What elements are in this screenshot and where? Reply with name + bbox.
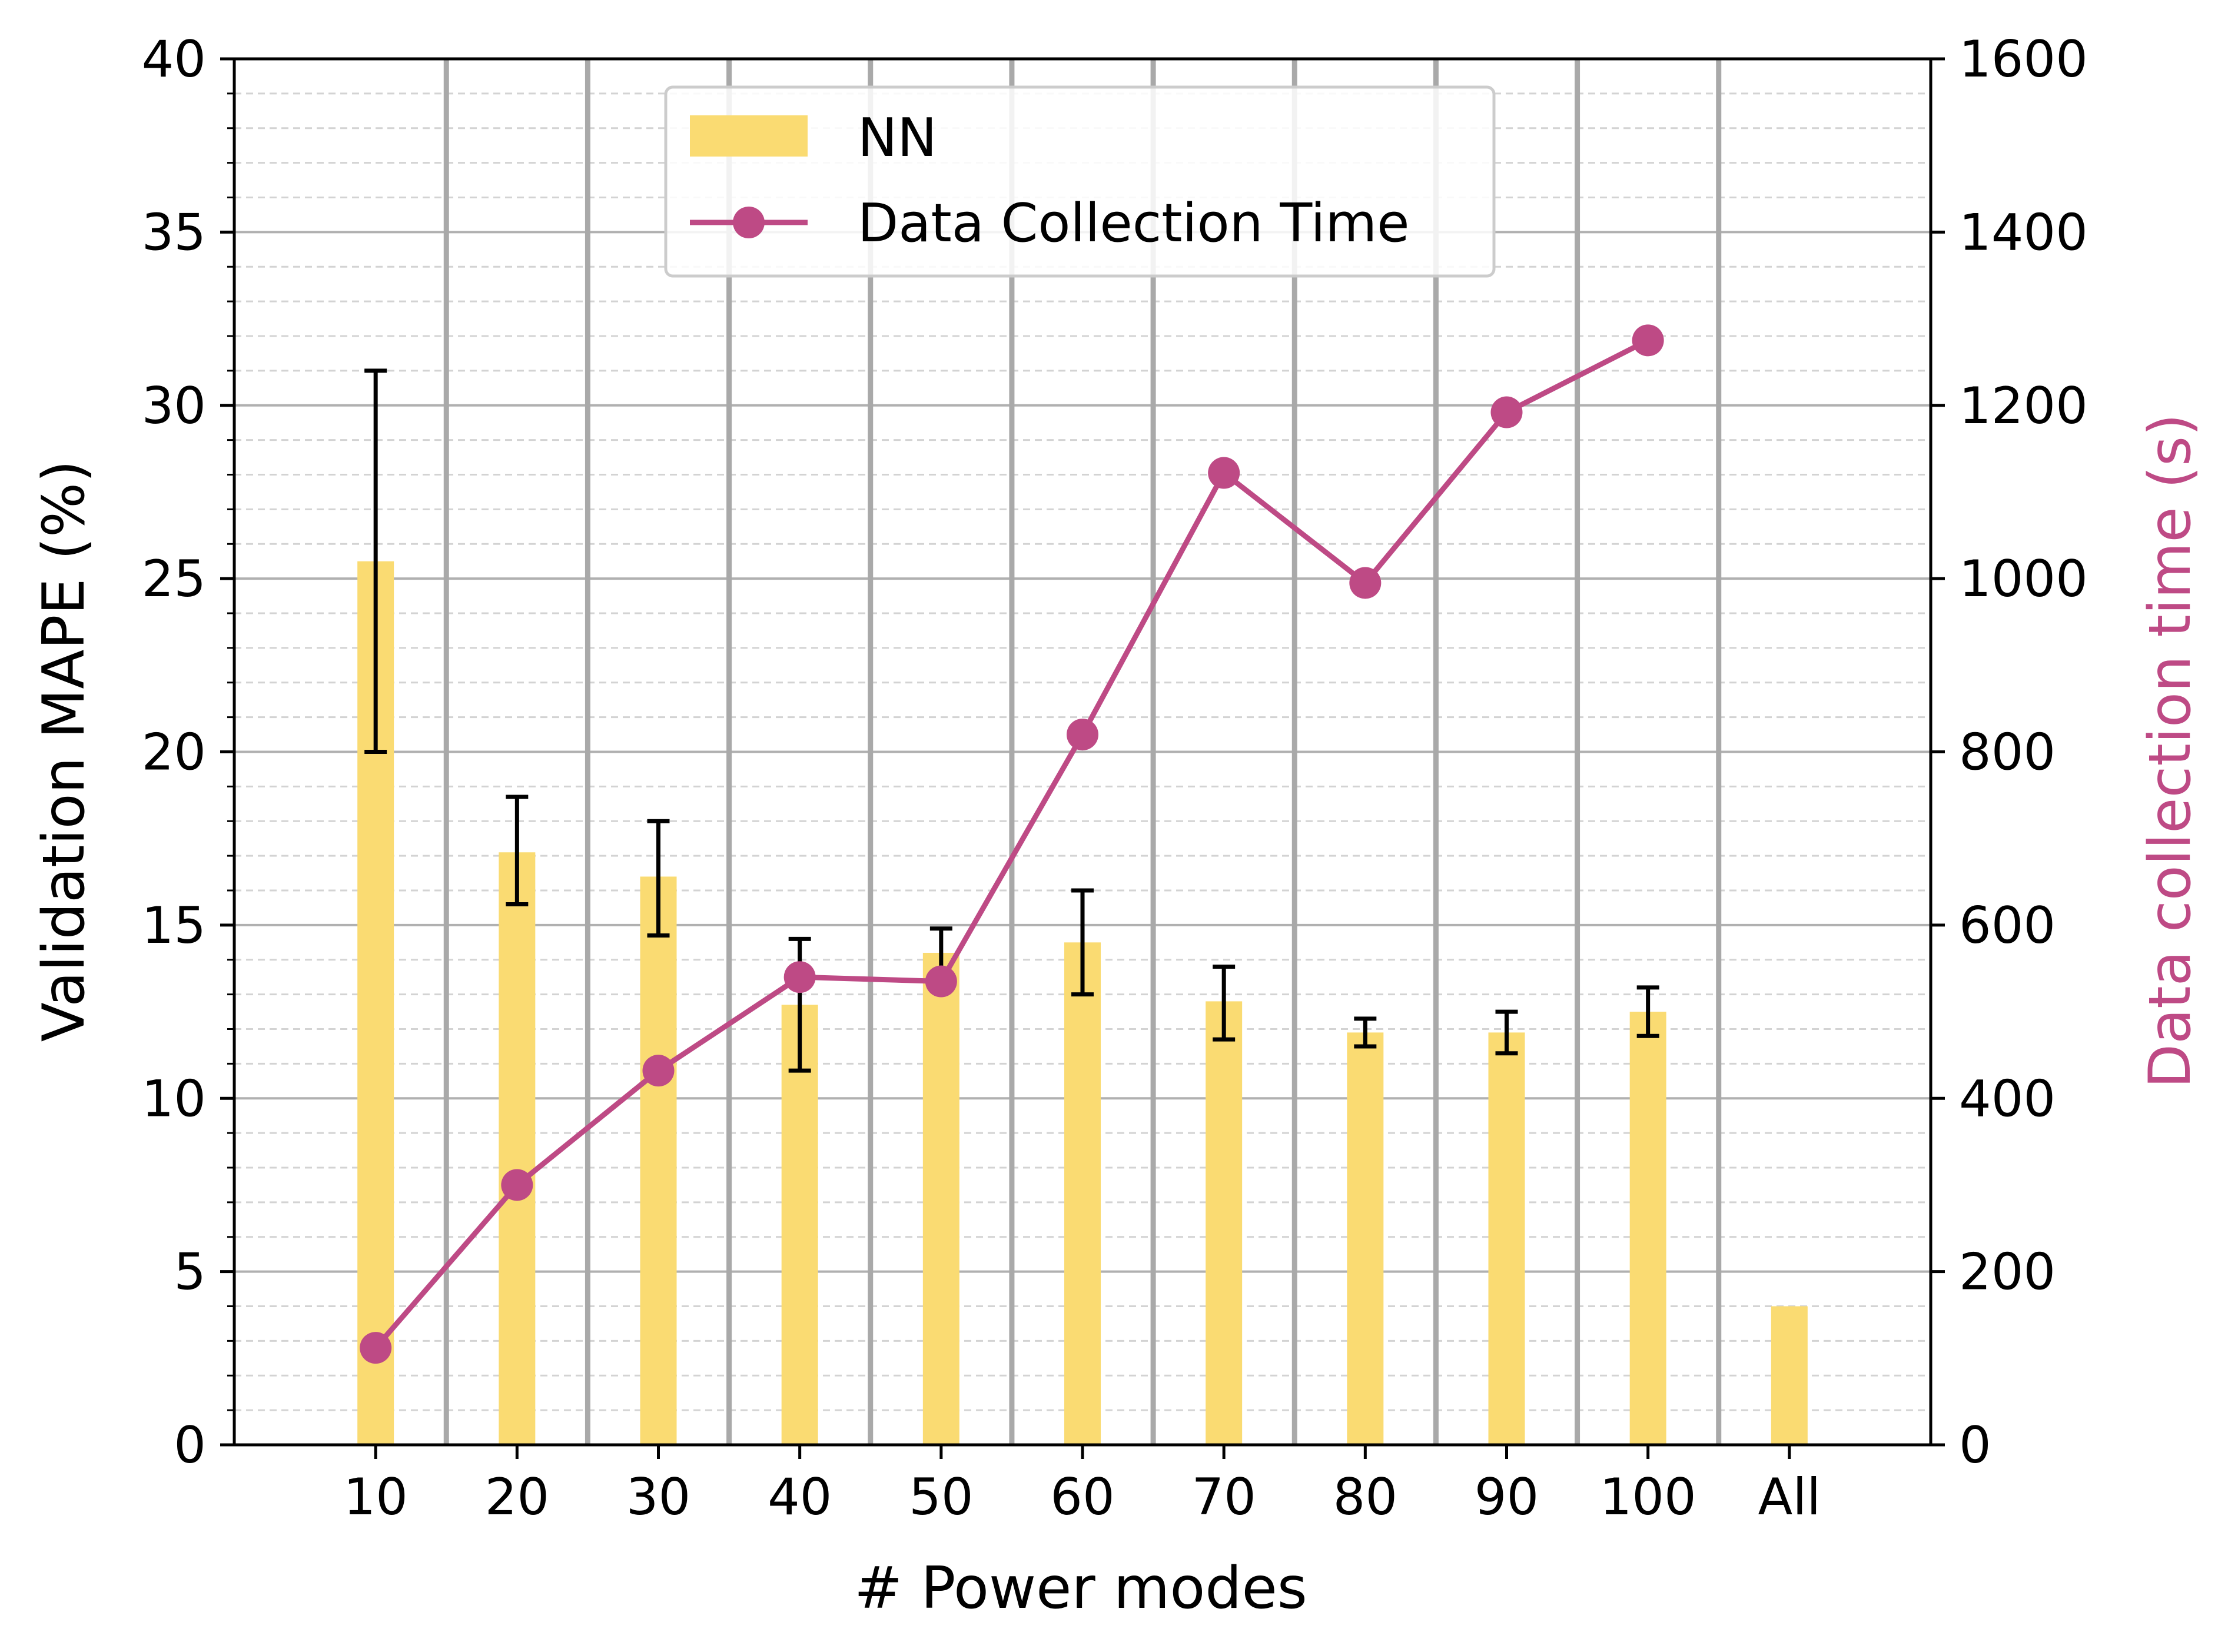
right-tick-label: 200 <box>1959 1243 2056 1302</box>
legend-label-data-collection-time: Data Collection Time <box>858 192 1410 254</box>
nn-error-bars <box>364 368 1659 1073</box>
left-tick-label: 5 <box>174 1243 206 1302</box>
bar-30 <box>640 876 677 1445</box>
x-tick-label: 10 <box>343 1468 407 1527</box>
left-tick-label: 30 <box>142 377 206 436</box>
x-tick-label: All <box>1758 1468 1821 1527</box>
x-tick-label: 20 <box>485 1468 549 1527</box>
left-tick-label: 10 <box>142 1069 206 1128</box>
line-point-90 <box>1490 396 1523 428</box>
right-tick-label: 1600 <box>1959 30 2088 89</box>
line-point-20 <box>501 1169 533 1201</box>
data-collection-time-line <box>360 324 1664 1364</box>
x-tick-label: 50 <box>909 1468 973 1527</box>
category-separators <box>443 59 1722 1445</box>
x-tick-label: 80 <box>1333 1468 1397 1527</box>
right-tick-label: 600 <box>1959 896 2056 955</box>
legend-swatch-nn <box>690 115 808 157</box>
right-tick-label: 0 <box>1959 1416 1991 1475</box>
line-point-40 <box>783 961 816 993</box>
left-tick-label: 25 <box>142 550 206 609</box>
x-tick-label: 90 <box>1475 1468 1539 1527</box>
left-tick-label: 35 <box>142 203 206 262</box>
x-tick-label: 100 <box>1600 1468 1696 1527</box>
right-tick-label: 1400 <box>1959 203 2088 262</box>
nn-bars <box>357 561 1808 1445</box>
right-tick-label: 1000 <box>1959 550 2088 609</box>
x-axis-label: # Power modes <box>854 1555 1307 1622</box>
bar-100 <box>1629 1012 1666 1445</box>
legend-swatch-marker <box>733 207 765 238</box>
right-tick-label: 1200 <box>1959 377 2088 436</box>
axis-ticks: 0510152025303540020040060080010001200140… <box>142 30 2088 1527</box>
left-tick-label: 20 <box>142 723 206 782</box>
bar-All <box>1771 1306 1808 1445</box>
x-tick-label: 30 <box>626 1468 690 1527</box>
right-y-axis-label: Data collection time (s) <box>2137 414 2204 1089</box>
line-path <box>373 338 1649 1350</box>
x-tick-label: 60 <box>1050 1468 1114 1527</box>
line-point-60 <box>1067 719 1098 751</box>
line-point-30 <box>642 1055 675 1087</box>
x-tick-label: 40 <box>768 1468 832 1527</box>
line-point-50 <box>925 965 957 998</box>
bar-70 <box>1206 1001 1243 1445</box>
left-tick-label: 40 <box>142 30 206 89</box>
x-tick-label: 70 <box>1191 1468 1256 1527</box>
legend-box <box>664 85 1496 278</box>
line-point-80 <box>1349 567 1382 599</box>
line-point-70 <box>1208 457 1240 489</box>
right-tick-label: 800 <box>1959 723 2056 782</box>
left-tick-label: 0 <box>174 1416 206 1475</box>
bar-40 <box>781 1005 818 1445</box>
legend-label-nn: NN <box>858 107 937 169</box>
bar-50 <box>922 952 959 1445</box>
left-tick-label: 15 <box>142 896 206 955</box>
bar-80 <box>1347 1032 1384 1445</box>
left-y-axis-label: Validation MAPE (%) <box>31 460 98 1042</box>
right-tick-label: 400 <box>1959 1069 2056 1128</box>
legend: NN Data Collection Time <box>664 85 1496 278</box>
bar-90 <box>1488 1032 1525 1445</box>
bar-20 <box>499 852 536 1445</box>
bar-60 <box>1064 942 1101 1445</box>
line-point-100 <box>1632 324 1664 357</box>
line-point-10 <box>360 1332 392 1364</box>
